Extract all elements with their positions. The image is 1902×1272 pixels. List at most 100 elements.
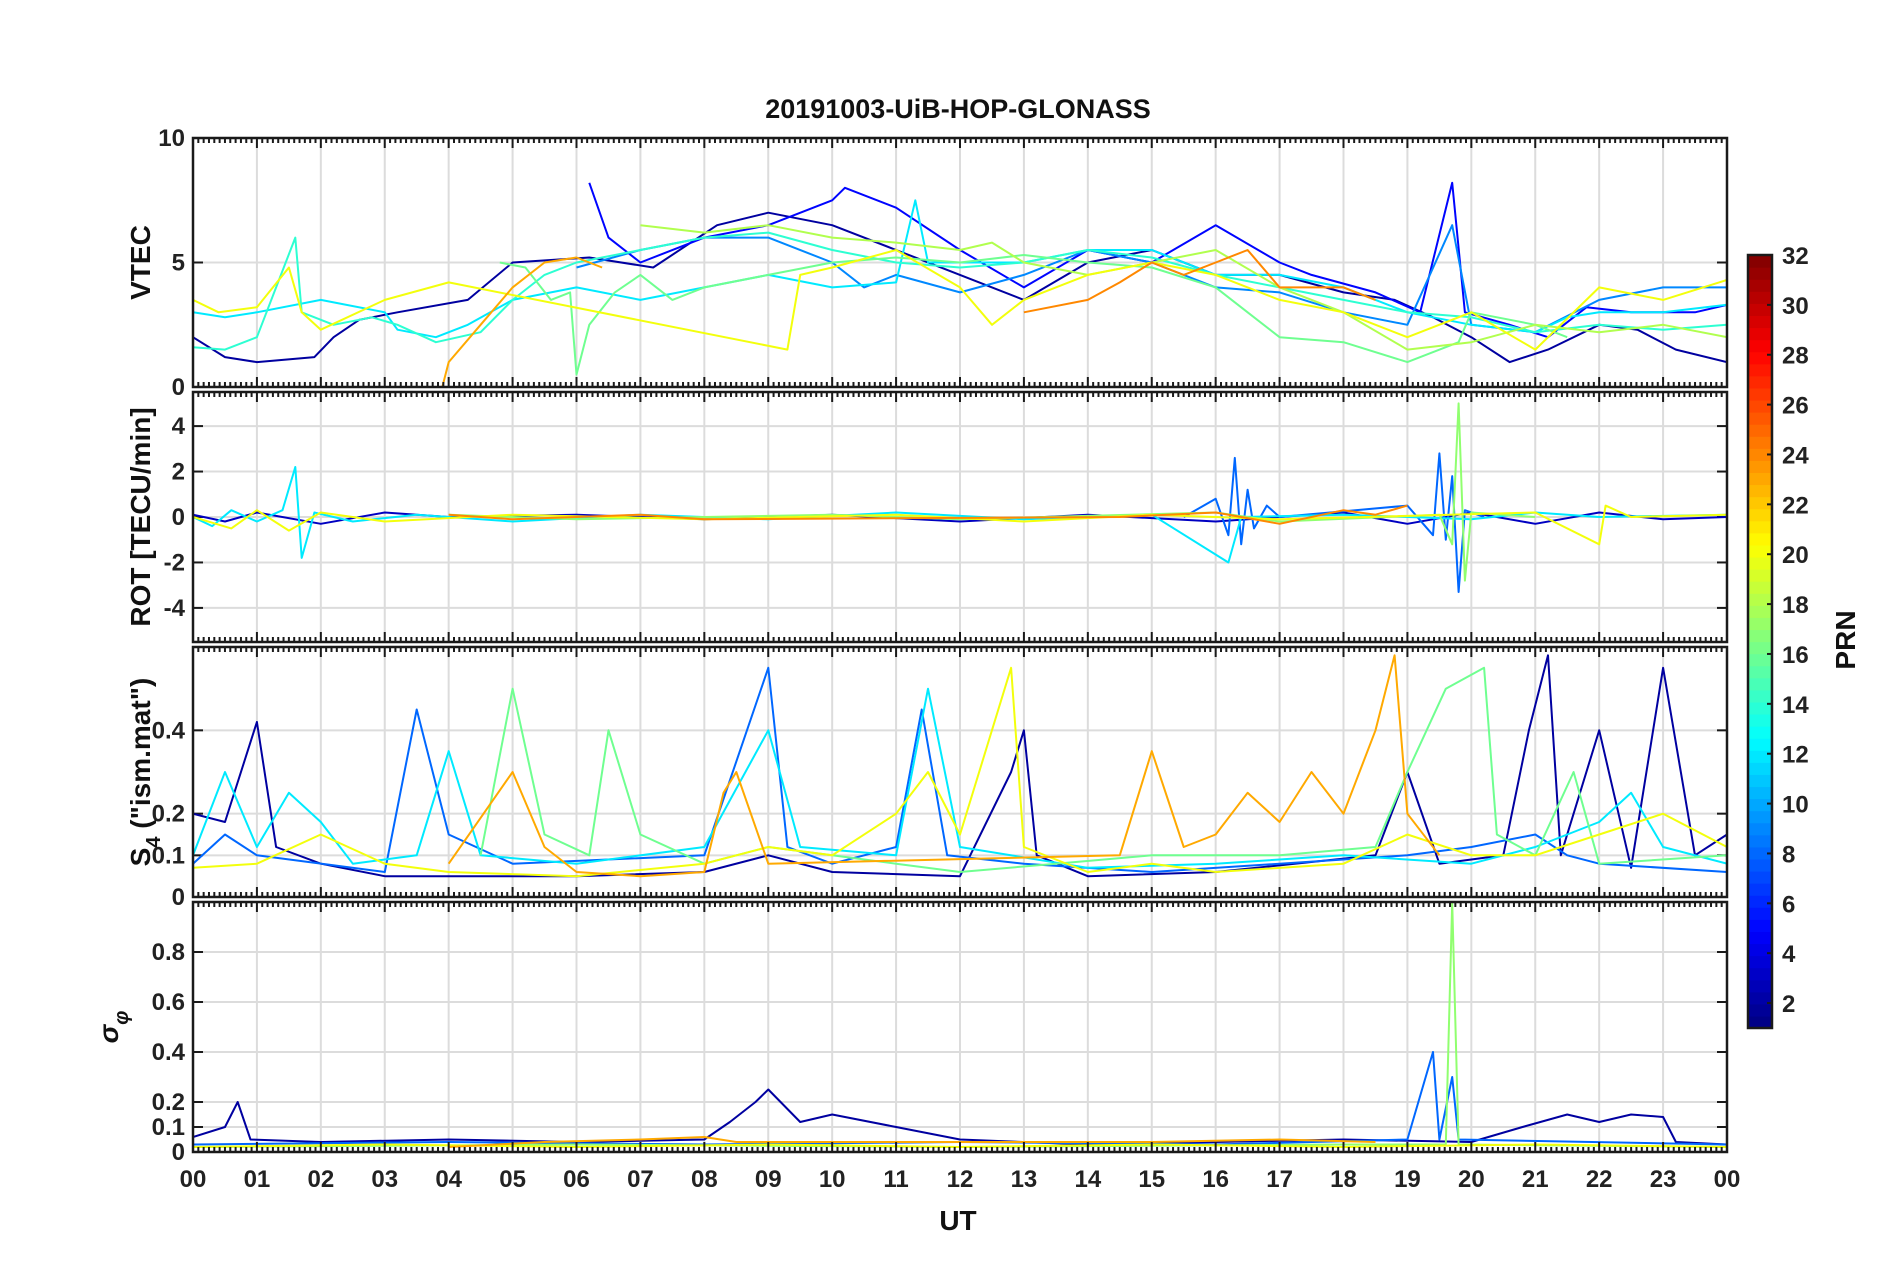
x-tick-label: 02 [307, 1166, 334, 1193]
colorbar-segment [1748, 907, 1772, 920]
colorbar-segment [1748, 641, 1772, 655]
series-prn-20 [193, 249, 1727, 351]
panel-1: 0 5 10 VTEC [125, 125, 1729, 401]
y-tick-label: 10 [158, 125, 185, 152]
colorbar-segment [1748, 387, 1772, 401]
colorbar-segment [1748, 593, 1772, 606]
colorbar-segment [1748, 424, 1772, 437]
colorbar-tick-label: 22 [1782, 492, 1809, 519]
series-prn-8 [193, 1051, 1727, 1146]
colorbar-segment [1748, 508, 1772, 522]
colorbar-segment [1748, 520, 1772, 534]
colorbar-segment [1748, 750, 1772, 763]
x-axis-label: UT [939, 1205, 976, 1236]
colorbar-segment [1748, 303, 1772, 316]
colorbar-segment [1748, 315, 1772, 329]
y-tick-label: -2 [164, 549, 185, 576]
x-tick-label: 12 [947, 1166, 974, 1193]
colorbar-segment [1748, 738, 1772, 751]
panel-frame [191, 900, 1729, 1154]
x-tick-label: 21 [1522, 1166, 1549, 1193]
series-group [193, 181, 1727, 387]
series-prn-23 [447, 654, 1441, 878]
series-group [193, 402, 1727, 593]
series-prn-12 [193, 687, 1727, 869]
x-tick-label: 22 [1586, 1166, 1613, 1193]
y-tick-label: 4 [172, 413, 186, 440]
colorbar-segment [1748, 1003, 1772, 1017]
colorbar-tick-label: 16 [1782, 642, 1809, 669]
colorbar-segment [1748, 689, 1772, 703]
x-tick-label: 09 [755, 1166, 782, 1193]
colorbar-segment [1748, 472, 1772, 486]
y-axis-label: σφ [93, 1011, 133, 1044]
colorbar-tick-label: 18 [1782, 592, 1809, 619]
colorbar-segment [1748, 786, 1772, 800]
panel-frame [191, 645, 1729, 899]
colorbar-tick-label: 30 [1782, 293, 1809, 320]
x-tick-label: 06 [563, 1166, 590, 1193]
colorbar-segment [1748, 943, 1772, 957]
x-tick-label: 16 [1202, 1166, 1229, 1193]
colorbar-segment [1748, 605, 1772, 618]
x-tick-label: 08 [691, 1166, 718, 1193]
colorbar-segment [1748, 822, 1772, 836]
x-tick-label: 00 [1714, 1166, 1741, 1193]
y-tick-label: 0.6 [152, 989, 185, 1016]
colorbar-tick-label: 20 [1782, 542, 1809, 569]
x-tick-label: 10 [819, 1166, 846, 1193]
colorbar-tick-label: 2 [1782, 991, 1795, 1018]
colorbar-tick-label: 4 [1782, 941, 1796, 968]
colorbar-tick-label: 24 [1782, 442, 1809, 469]
x-axis: 00 01 02 03 04 05 06 07 08 09 10 11 12 13 14 15 16 17 18 19… [180, 1166, 1741, 1193]
colorbar-segment [1748, 569, 1772, 582]
y-tick-label: 5 [172, 250, 185, 277]
series-prn-8 [1183, 452, 1485, 593]
colorbar-segment [1748, 436, 1772, 449]
x-tick-label: 18 [1330, 1166, 1357, 1193]
y-axis-label: ROT [TECU/min] [125, 407, 156, 626]
colorbar-segment [1748, 762, 1772, 775]
colorbar-segment [1748, 931, 1772, 945]
colorbar-segment [1748, 460, 1772, 474]
x-tick-label: 17 [1266, 1166, 1293, 1193]
colorbar-tick-label: 28 [1782, 343, 1809, 370]
panel-frame [191, 390, 1729, 644]
colorbar-segment [1748, 532, 1772, 546]
colorbar-segment [1748, 351, 1772, 365]
colorbar-segment [1748, 291, 1772, 304]
x-tick-label: 05 [499, 1166, 526, 1193]
panel-frame [191, 136, 1729, 389]
series-prn-8 [193, 666, 1727, 873]
colorbar-tick-label: 32 [1782, 243, 1809, 270]
x-tick-label: 07 [627, 1166, 654, 1193]
colorbar-segment [1748, 979, 1772, 993]
panel-2: -4 -2 0 2 4 ROT [TECU/min] [125, 390, 1729, 644]
colorbar-tick-label: 26 [1782, 393, 1809, 420]
colorbar-segment [1748, 363, 1772, 377]
y-tick-label: 0.1 [152, 842, 185, 869]
colorbar-tick-label: 12 [1782, 742, 1809, 769]
colorbar-segment [1748, 665, 1772, 679]
colorbar-segment [1748, 267, 1772, 280]
colorbar-segment [1748, 629, 1772, 643]
colorbar-segment [1748, 774, 1772, 788]
colorbar-segment [1748, 955, 1772, 969]
panel-3: 0 0.1 0.2 0.4S4 ("ism.mat") [125, 645, 1729, 911]
series-prn-3 [193, 511, 1727, 525]
y-tick-label: 0.4 [152, 717, 186, 744]
x-tick-label: 03 [371, 1166, 398, 1193]
series-prn-16 [499, 254, 1568, 376]
series-prn-23 [448, 1136, 1376, 1148]
y-tick-label: 0 [172, 884, 185, 911]
colorbar-segment [1748, 279, 1772, 292]
colorbar-segment [1748, 617, 1772, 631]
colorbar-segment [1748, 858, 1772, 872]
colorbar-segment [1748, 653, 1772, 667]
panel-4: 00.10.2 0.4 0.6 0.8 σφ [93, 900, 1729, 1166]
x-tick-label: 01 [244, 1166, 271, 1193]
y-tick-label: 0 [172, 504, 185, 531]
